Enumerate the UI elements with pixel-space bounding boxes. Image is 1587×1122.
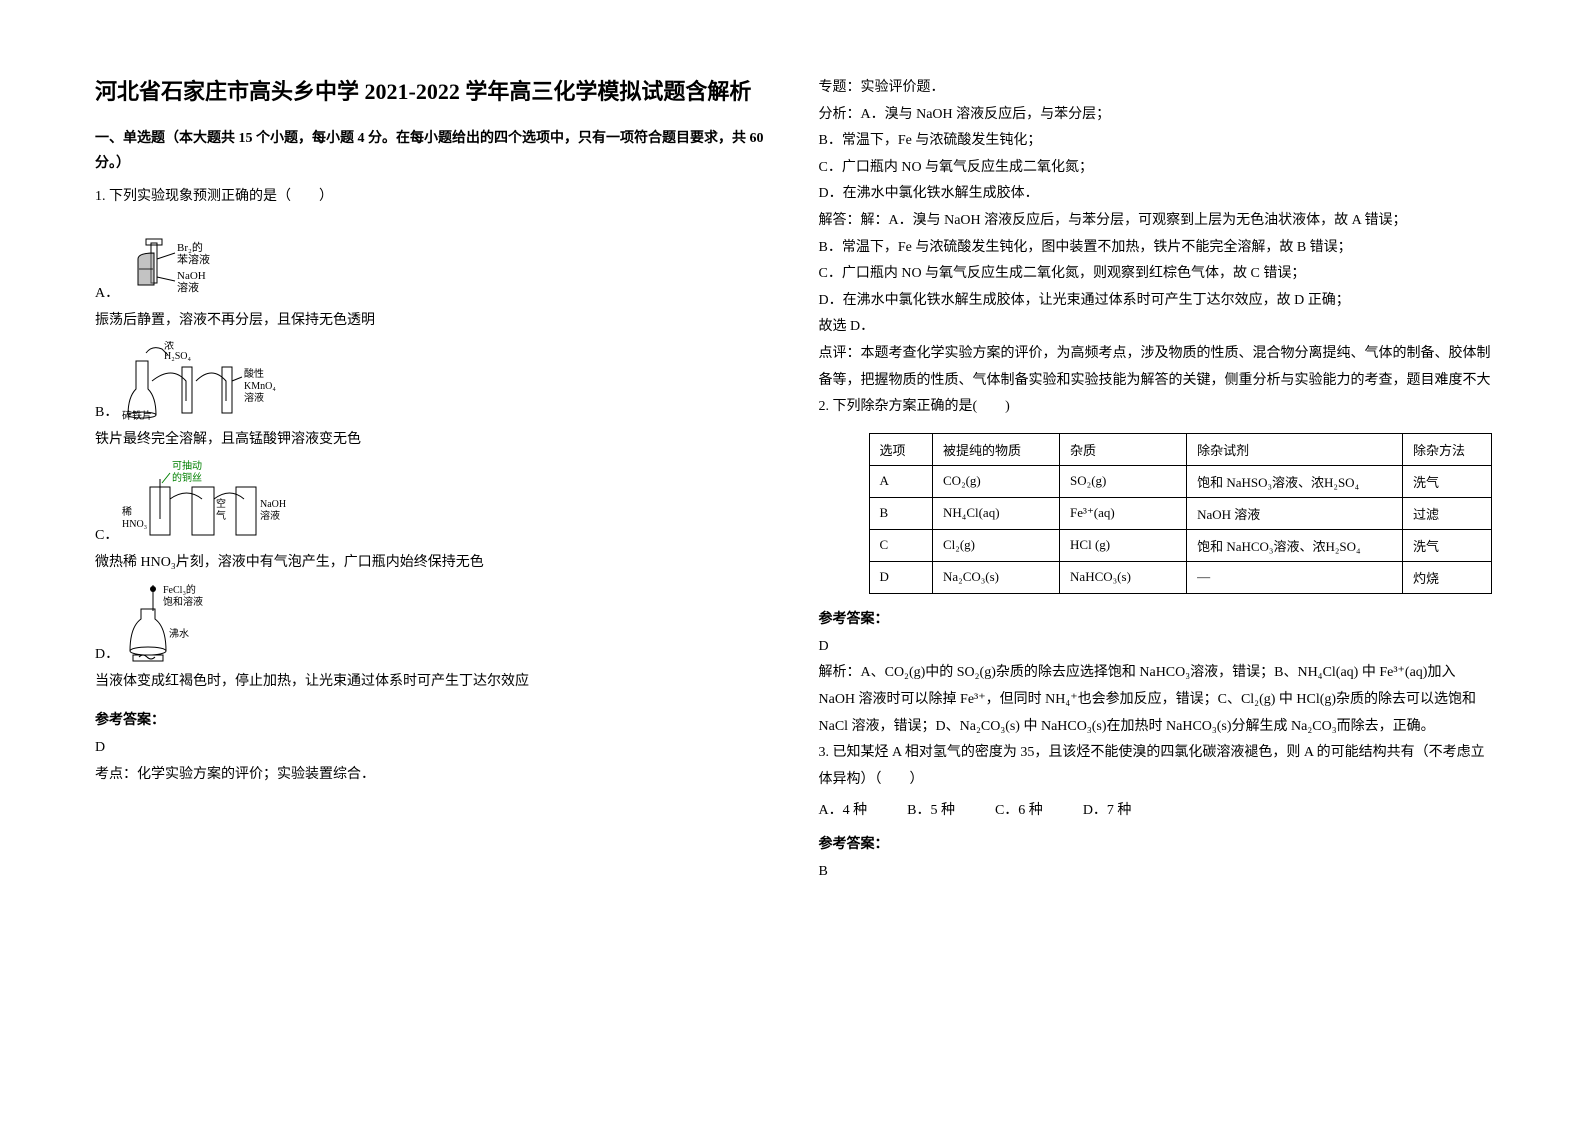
jieda-c: C．广口瓶内 NO 与氧气反应生成二氧化氮，则观察到红棕色气体，故 C 错误； — [819, 261, 1493, 288]
q1-stem: 1. 下列实验现象预测正确的是（ ） — [95, 184, 769, 211]
q2-answer-label: 参考答案： — [819, 608, 1493, 628]
svg-text:溶液: 溶液 — [244, 391, 264, 404]
svg-text:NaOH: NaOH — [260, 499, 286, 510]
right-column: 专题：实验评价题． 分析：A．溴与 NaOH 溶液反应后，与苯分层； B．常温下… — [819, 75, 1493, 1047]
svg-text:FeCl₃的: FeCl₃的 — [163, 583, 196, 596]
option-letter-d: D． — [95, 643, 119, 663]
q3-stem: 3. 已知某烃 A 相对氢气的密度为 35，且该烃不能使溴的四氯化碳溶液褪色，则… — [819, 740, 1493, 793]
th-substance: 被提纯的物质 — [933, 433, 1060, 465]
q2-stem: 2. 下列除杂方案正确的是( ) — [819, 394, 1493, 421]
svg-text:H₂SO₄: H₂SO₄ — [164, 351, 191, 362]
svg-text:溶液: 溶液 — [260, 509, 280, 522]
q1-diagram-d: FeCl₃的 饱和溶液 沸水 — [123, 583, 243, 663]
svg-text:苯溶液: 苯溶液 — [177, 252, 210, 266]
q1-opt-d-row: D． FeCl₃的 饱和溶液 沸水 — [95, 583, 769, 663]
zhuanti: 专题：实验评价题． — [819, 75, 1493, 102]
svg-text:沸水: 沸水 — [169, 627, 189, 640]
q1-opt-a-row: A． Br₂的 苯溶液 NaOH 溶液 — [95, 217, 769, 302]
q1-diagram-a: Br₂的 苯溶液 NaOH 溶液 — [123, 217, 233, 302]
fenxi-c: C．广口瓶内 NO 与氧气反应生成二氧化氮； — [819, 155, 1493, 182]
svg-text:酸性: 酸性 — [244, 367, 264, 380]
th-reagent: 除杂试剂 — [1187, 433, 1403, 465]
q1-opt-b-row: B． 浓 H₂SO₄ 酸性 KMnO₄ 溶液 碎铁片 — [95, 341, 769, 421]
q3-opt-c: C．6 种 — [995, 799, 1043, 819]
svg-text:饱和溶液: 饱和溶液 — [163, 595, 203, 608]
left-column: 河北省石家庄市高头乡中学 2021-2022 学年高三化学模拟试题含解析 一、单… — [95, 75, 769, 1047]
q1-answer: D — [95, 735, 769, 762]
q3-answer: B — [819, 859, 1493, 886]
svg-text:Br₂的: Br₂的 — [177, 240, 203, 254]
svg-text:可抽动: 可抽动 — [172, 459, 202, 472]
table-row: C Cl₂(g) HCl (g) 饱和 NaHCO₃溶液、浓H₂SO₄ 洗气 — [869, 529, 1492, 561]
q3-opt-b: B．5 种 — [907, 799, 955, 819]
dianping: 点评：本题考查化学实验方案的评价，为高频考点，涉及物质的性质、混合物分离提纯、气… — [819, 341, 1493, 394]
q1-opt-b-desc: 铁片最终完全溶解，且高锰酸钾溶液变无色 — [95, 427, 769, 454]
section-heading: 一、单选题（本大题共 15 个小题，每小题 4 分。在每小题给出的四个选项中，只… — [95, 126, 769, 176]
q2-answer: D — [819, 634, 1493, 661]
q1-diagram-c: 可抽动 的铜丝 稀 HNO₃ 空 气 NaOH 溶液 — [122, 459, 302, 544]
table-row: D Na₂CO₃(s) NaHCO₃(s) — 灼烧 — [869, 561, 1492, 593]
jieda-d: D．在沸水中氯化铁水解生成胶体，让光束通过体系时可产生丁达尔效应，故 D 正确； — [819, 288, 1493, 315]
q2-table: 选项 被提纯的物质 杂质 除杂试剂 除杂方法 A CO₂(g) SO₂(g) 饱… — [869, 433, 1493, 594]
table-row: B NH₄Cl(aq) Fe³⁺(aq) NaOH 溶液 过滤 — [869, 497, 1492, 529]
q3-options: A．4 种 B．5 种 C．6 种 D．7 种 — [819, 799, 1493, 819]
q3-answer-label: 参考答案： — [819, 833, 1493, 853]
option-letter-c: C． — [95, 524, 118, 544]
jieda-b: B．常温下，Fe 与浓硫酸发生钝化，图中装置不加热，铁片不能完全溶解，故 B 错… — [819, 235, 1493, 262]
svg-text:气: 气 — [216, 509, 226, 522]
svg-text:HNO₃: HNO₃ — [122, 519, 147, 530]
svg-text:NaOH: NaOH — [177, 270, 206, 282]
q1-opt-c-desc: 微热稀 HNO₃片刻，溶液中有气泡产生，广口瓶内始终保持无色 — [95, 550, 769, 577]
q1-diagram-b: 浓 H₂SO₄ 酸性 KMnO₄ 溶液 碎铁片 — [122, 341, 292, 421]
page-title: 河北省石家庄市高头乡中学 2021-2022 学年高三化学模拟试题含解析 — [95, 75, 769, 108]
svg-text:KMnO₄: KMnO₄ — [244, 381, 276, 392]
svg-text:溶液: 溶液 — [177, 280, 199, 294]
fenxi-b: B．常温下，Fe 与浓硫酸发生钝化； — [819, 128, 1493, 155]
svg-text:的铜丝: 的铜丝 — [172, 471, 202, 484]
q1-answer-label: 参考答案： — [95, 709, 769, 729]
q1-opt-d-desc: 当液体变成红褐色时，停止加热，让光束通过体系时可产生丁达尔效应 — [95, 669, 769, 696]
option-letter-b: B． — [95, 401, 118, 421]
fenxi-d: D．在沸水中氯化铁水解生成胶体． — [819, 181, 1493, 208]
q1-kaodian: 考点：化学实验方案的评价；实验装置综合． — [95, 762, 769, 789]
q3-opt-d: D．7 种 — [1083, 799, 1132, 819]
fenxi-a: 分析：A．溴与 NaOH 溶液反应后，与苯分层； — [819, 102, 1493, 129]
q1-opt-a-desc: 振荡后静置，溶液不再分层，且保持无色透明 — [95, 308, 769, 335]
jieda-a: 解答：解：A．溴与 NaOH 溶液反应后，与苯分层，可观察到上层为无色油状液体，… — [819, 208, 1493, 235]
th-impurity: 杂质 — [1060, 433, 1187, 465]
svg-text:碎铁片: 碎铁片 — [122, 409, 152, 421]
th-option: 选项 — [869, 433, 933, 465]
table-header-row: 选项 被提纯的物质 杂质 除杂试剂 除杂方法 — [869, 433, 1492, 465]
svg-text:稀: 稀 — [122, 505, 132, 518]
table-row: A CO₂(g) SO₂(g) 饱和 NaHSO₃溶液、浓H₂SO₄ 洗气 — [869, 465, 1492, 497]
q3-opt-a: A．4 种 — [819, 799, 868, 819]
guxuan: 故选 D． — [819, 314, 1493, 341]
q2-jiexi: 解析：A、CO₂(g)中的 SO₂(g)杂质的除去应选择饱和 NaHCO₃溶液，… — [819, 660, 1493, 740]
th-method: 除杂方法 — [1403, 433, 1492, 465]
option-letter-a: A． — [95, 282, 119, 302]
svg-text:空: 空 — [216, 497, 226, 510]
q1-opt-c-row: C． 可抽动 的铜丝 稀 HNO₃ 空 气 NaOH 溶液 — [95, 459, 769, 544]
